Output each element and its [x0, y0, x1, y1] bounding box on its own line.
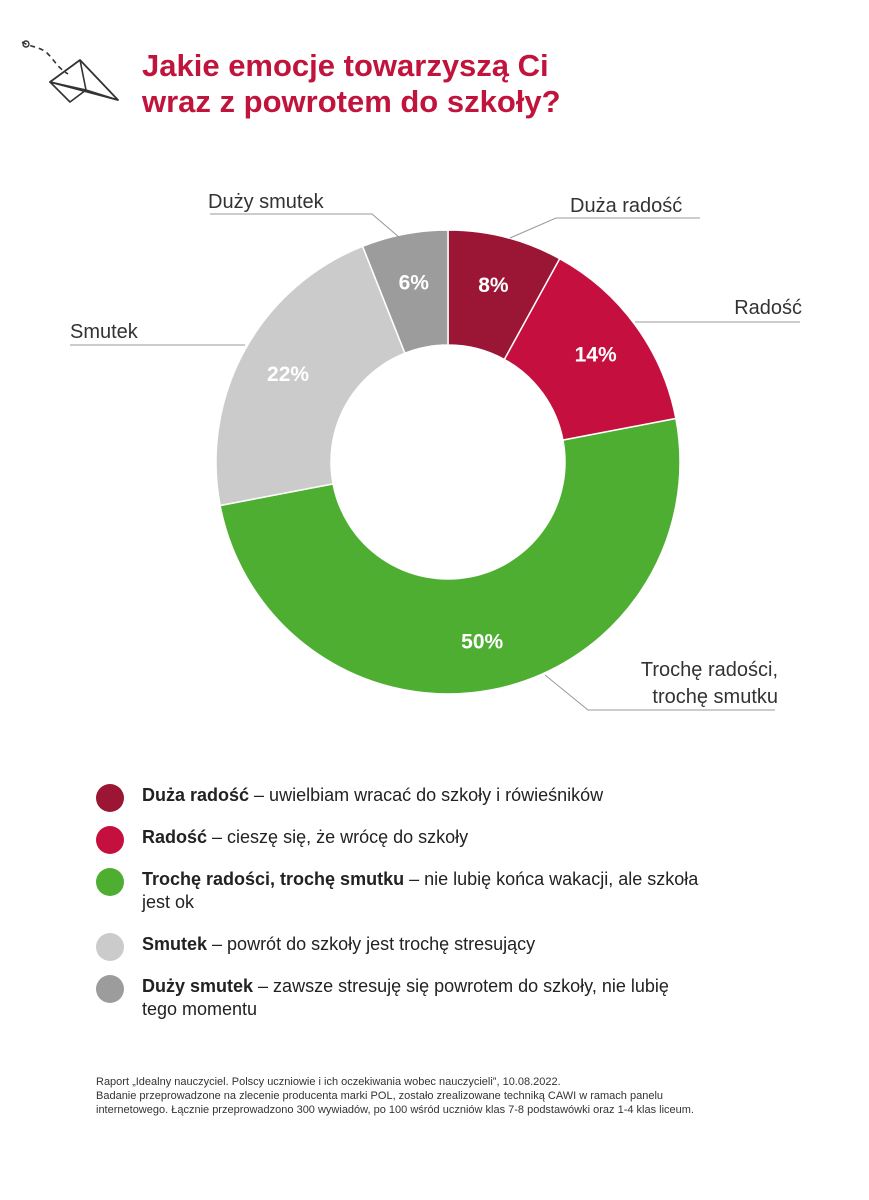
callout-label-radosc: Radość — [734, 297, 802, 319]
callout-label-duza-radosc: Duża radość — [570, 195, 682, 217]
donut-slice-radosc — [503, 257, 677, 441]
data-label-radosc: 14% — [575, 344, 617, 367]
title-line-1: Jakie emocje towarzyszą Ci — [142, 48, 549, 83]
legend-item-title: Duża radość — [142, 785, 250, 805]
legend-item-duza-radosc: Duża radość – uwielbiam wracać do szkoły… — [96, 784, 742, 812]
legend-item-title: Trochę radości, trochę smutku — [142, 869, 405, 889]
donut-slice-troche-radosci — [219, 417, 681, 695]
footnote: Raport „Idealny nauczyciel. Polscy uczni… — [96, 1075, 836, 1117]
callout-line-duza-radosc — [509, 217, 700, 239]
callout-label-troche-radosci: trochę smutku — [652, 686, 778, 708]
callout-label-troche-radosci: Trochę radości, — [641, 659, 778, 681]
donut-chart: 8% 14% 50% 22% 6% Duża radość Radość Trochę rad… — [70, 191, 802, 711]
legend-item-title: Duży smutek — [142, 976, 254, 996]
data-label-troche-radosci: 50% — [461, 630, 503, 653]
data-label-duza-radosc: 8% — [478, 274, 509, 297]
title-line-2: wraz z powrotem do szkoły? — [142, 84, 561, 119]
legend-item-title: Smutek — [142, 934, 208, 954]
legend-swatch — [96, 784, 124, 812]
callout-label-smutek: Smutek — [70, 321, 139, 343]
legend-item-title: Radość — [142, 827, 208, 847]
legend-item-duzy-smutek: Duży smutek – zawsze stresuję się powrot… — [96, 975, 702, 1021]
legend-item-description: – nie lubię końca wakacji, ale szkoła je… — [142, 869, 699, 912]
footnote-line-1: Raport „Idealny nauczyciel. Polscy uczni… — [96, 1076, 561, 1088]
legend-item-description: – cieszę się, że wrócę do szkoły — [207, 827, 469, 847]
paper-plane-icon — [21, 40, 119, 103]
page-title: Jakie emocje towarzyszą Ci wraz z powrot… — [142, 48, 561, 120]
legend-item-description: – uwielbiam wracać do szkoły i rówieśnik… — [249, 785, 604, 805]
callout-label-duzy-smutek: Duży smutek — [208, 191, 325, 213]
legend-swatch — [96, 826, 124, 854]
legend-item-description: – zawsze stresuję się powrotem do szkoły… — [142, 976, 669, 1019]
legend-swatch — [96, 975, 124, 1003]
legend-item-smutek: Smutek – powrót do szkoły jest trochę st… — [96, 933, 742, 961]
legend-swatch — [96, 933, 124, 961]
donut-slice-duzy-smutek — [361, 229, 449, 355]
legend-item-radosc: Radość – cieszę się, że wrócę do szkoły — [96, 826, 742, 854]
footnote-line-2: Badanie przeprowadzone na zlecenie produ… — [96, 1090, 664, 1102]
donut-slice-smutek — [215, 245, 406, 507]
legend-swatch — [96, 868, 124, 896]
callout-line-duzy-smutek — [210, 213, 401, 239]
callout-line-troche-radosci — [544, 674, 775, 711]
legend-item-description: – powrót do szkoły jest trochę stresując… — [207, 934, 536, 954]
data-label-smutek: 22% — [267, 363, 309, 386]
data-label-duzy-smutek: 6% — [399, 272, 430, 295]
legend-item-troche: Trochę radości, trochę smutku – nie lubi… — [96, 868, 717, 914]
footnote-line-3: internetowego. Łącznie przeprowadzono 30… — [96, 1104, 694, 1116]
